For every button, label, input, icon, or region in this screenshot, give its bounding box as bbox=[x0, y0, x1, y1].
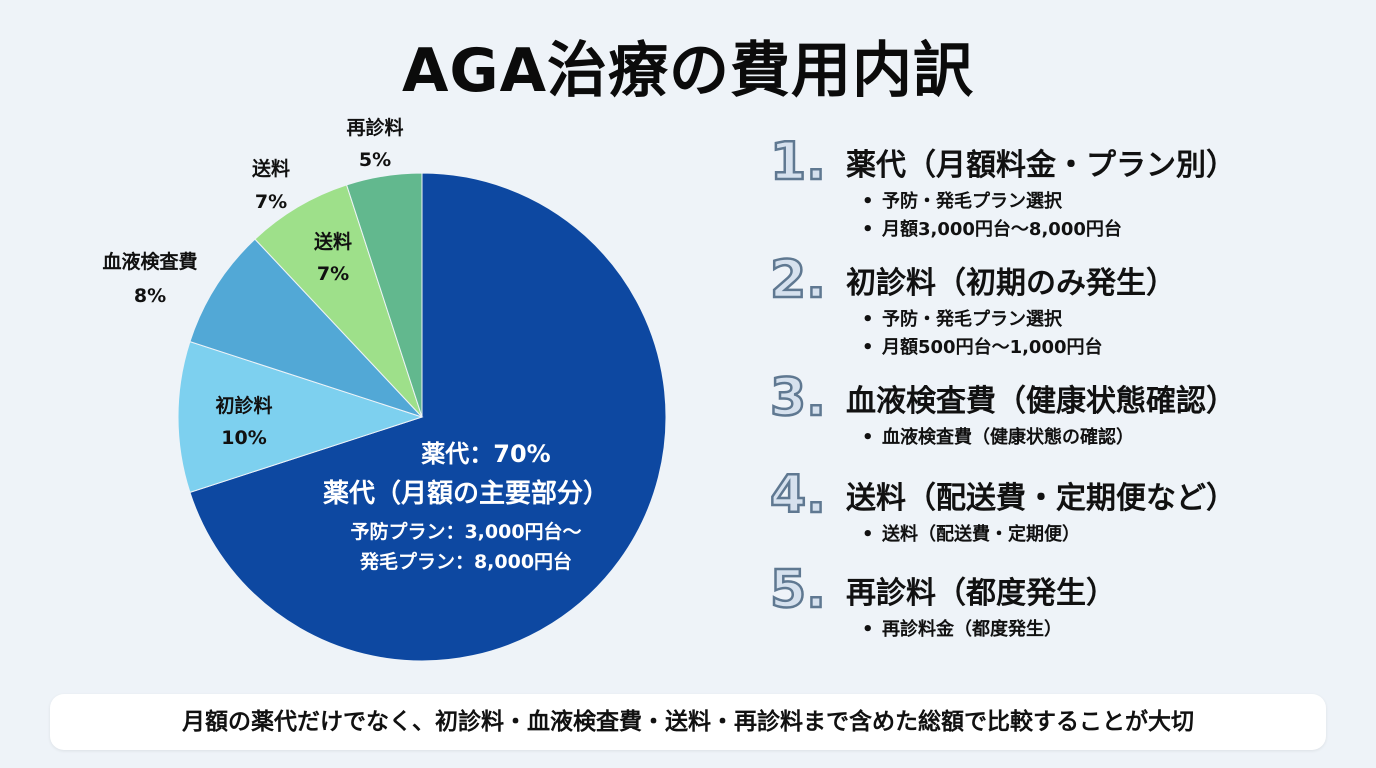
legend-heading: 血液検査費（健康状態確認） bbox=[846, 384, 1236, 419]
pie-label-soryo-inner: 送料 bbox=[314, 230, 352, 253]
pie-outlabel-saishin: 再診料 bbox=[346, 116, 403, 139]
legend-bullet: 血液検査費（健康状態の確認） bbox=[862, 424, 1134, 452]
legend-bullets: 血液検査費（健康状態の確認） bbox=[862, 424, 1134, 452]
pie-slice-5 bbox=[345, 172, 423, 418]
legend-bullet: 送料（配送費・定期便） bbox=[862, 521, 1080, 549]
legend-heading: 初診料（初期のみ発生） bbox=[846, 266, 1176, 301]
pie-label-main-pct: 薬代：70% bbox=[421, 440, 550, 468]
page-title: AGA治療の費用内訳 bbox=[401, 36, 975, 106]
legend-bullet: 再診料金（都度発生） bbox=[862, 616, 1062, 644]
pie-label-shoshin-pct: 10% bbox=[221, 427, 266, 449]
pie-label-main-title: 薬代（月額の主要部分） bbox=[323, 479, 609, 509]
legend-bullet: 月額500円台～1,000円台 bbox=[862, 334, 1103, 362]
legend-bullet: 月額3,000円台～8,000円台 bbox=[862, 216, 1122, 244]
legend-item-2: 2. 初診料（初期のみ発生） 予防・発毛プラン選択 月額500円台～1,000円… bbox=[769, 248, 1360, 366]
pie-slice-2 bbox=[177, 340, 424, 494]
legend-heading: 送料（配送費・定期便など） bbox=[846, 481, 1236, 516]
legend-heading: 再診料（都度発生） bbox=[846, 576, 1116, 611]
legend-bullets: 予防・発毛プラン選択 月額500円台～1,000円台 bbox=[862, 306, 1103, 362]
legend-bullets: 予防・発毛プラン選択 月額3,000円台～8,000円台 bbox=[862, 188, 1122, 244]
footer-note: 月額の薬代だけでなく、初診料・血液検査費・送料・再診料まで含めた総額で比較するこ… bbox=[50, 694, 1326, 750]
legend-number: 3. bbox=[769, 367, 827, 430]
legend-list: 1. 薬代（月額料金・プラン別） 予防・発毛プラン選択 月額3,000円台～8,… bbox=[769, 130, 1360, 648]
pie-outlabel-ketsueki: 血液検査費 bbox=[102, 250, 197, 273]
pie-slice-3 bbox=[189, 238, 423, 418]
pie-label-soryo-inner-pct: 7% bbox=[317, 263, 349, 285]
legend-number: 4. bbox=[769, 464, 827, 527]
legend-item-3: 3. 血液検査費（健康状態確認） 血液検査費（健康状態の確認） bbox=[769, 366, 1360, 463]
legend-bullet: 予防・発毛プラン選択 bbox=[862, 188, 1122, 216]
pie-slice-4 bbox=[254, 184, 423, 418]
legend-number: 5. bbox=[769, 559, 827, 622]
legend-number: 2. bbox=[769, 249, 827, 312]
legend-heading: 薬代（月額料金・プラン別） bbox=[846, 148, 1236, 183]
pie-label-shoshin: 初診料 bbox=[215, 394, 272, 417]
legend-item-5: 5. 再診料（都度発生） 再診料金（都度発生） bbox=[769, 558, 1360, 648]
pie-outlabel-ketsueki-pct: 8% bbox=[134, 285, 166, 307]
legend-bullet: 予防・発毛プラン選択 bbox=[862, 306, 1103, 334]
legend-item-4: 4. 送料（配送費・定期便など） 送料（配送費・定期便） bbox=[769, 463, 1360, 558]
pie-chart: 薬代：70% 薬代（月額の主要部分） 予防プラン：3,000円台～ 発毛プラン：8,0… bbox=[102, 116, 667, 662]
pie-slice-1 bbox=[189, 172, 667, 662]
pie-outlabel-soryo: 送料 bbox=[252, 157, 290, 180]
legend-bullets: 再診料金（都度発生） bbox=[862, 616, 1062, 644]
pie-outlabel-saishin-pct: 5% bbox=[359, 149, 391, 171]
legend-bullets: 送料（配送費・定期便） bbox=[862, 521, 1080, 549]
pie-label-main-detail-1: 予防プラン：3,000円台～ bbox=[350, 520, 581, 543]
legend-number: 1. bbox=[769, 131, 827, 194]
legend-item-1: 1. 薬代（月額料金・プラン別） 予防・発毛プラン選択 月額3,000円台～8,… bbox=[769, 130, 1360, 248]
pie-label-main-detail-2: 発毛プラン：8,000円台 bbox=[359, 550, 572, 573]
pie-outlabel-soryo-pct: 7% bbox=[255, 191, 287, 213]
